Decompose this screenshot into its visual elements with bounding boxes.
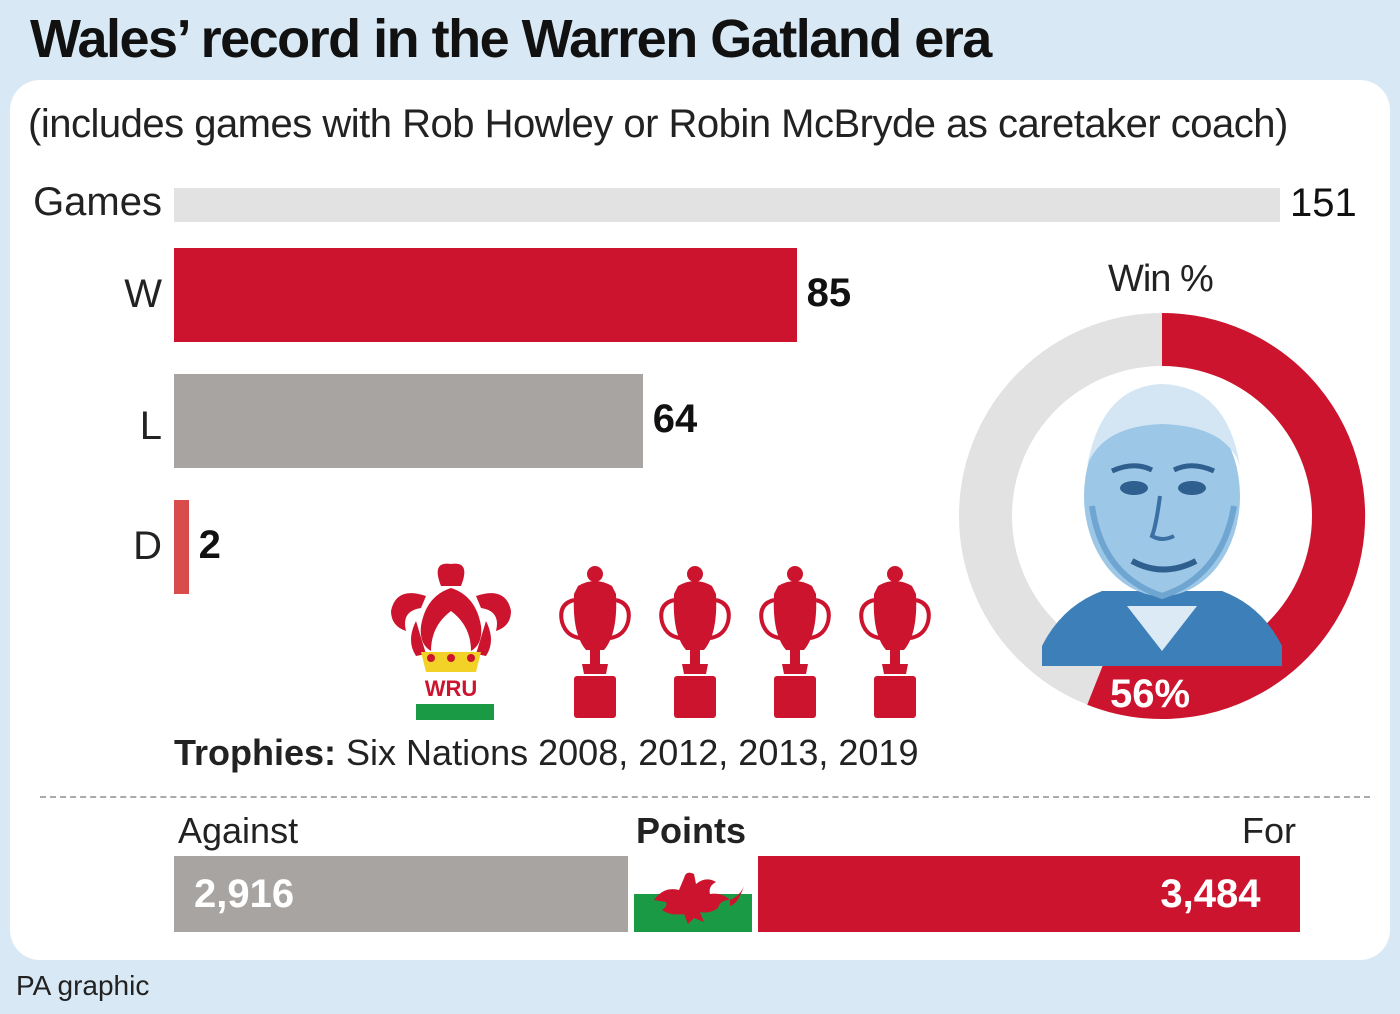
divider — [40, 796, 1370, 798]
points-for-bar — [758, 856, 1301, 932]
welsh-flag-icon — [634, 856, 752, 932]
donut-title: Win % — [1108, 258, 1214, 300]
points-for-value: 3,484 — [1160, 872, 1261, 916]
points-for-label: For — [1242, 810, 1296, 851]
source-credit: PA graphic — [16, 970, 150, 1001]
trophy-icon — [859, 566, 931, 718]
page-title: Wales’ record in the Warren Gatland era — [30, 9, 992, 69]
win-percentage-donut — [959, 313, 1366, 719]
win-percentage-label: 56% — [1110, 672, 1191, 716]
trophy-icon — [659, 566, 731, 718]
value-games: 151 — [1290, 181, 1357, 225]
donut-win-arc — [1087, 313, 1366, 719]
trophies-label: Trophies: — [174, 732, 337, 773]
row-label-losses: L — [139, 404, 162, 448]
trophies-list: Six Nations 2008, 2012, 2013, 2019 — [346, 732, 919, 773]
value-wins: 85 — [806, 271, 852, 315]
coach-portrait — [1012, 366, 1312, 666]
bar-losses — [174, 374, 643, 468]
value-losses: 64 — [652, 397, 698, 441]
trophies-text: Trophies: Six Nations 2008, 2012, 2013, … — [174, 732, 918, 774]
points-against-value: 2,916 — [194, 872, 295, 916]
chart-panel: (includes games with Rob Howley or Robin… — [10, 80, 1390, 960]
row-label-games: Games — [33, 180, 162, 224]
bar-games — [174, 188, 1280, 222]
subtitle: (includes games with Rob Howley or Robin… — [28, 102, 1288, 146]
value-draws: 2 — [198, 523, 221, 567]
bar-wins — [174, 248, 797, 342]
points-against-bar — [174, 856, 628, 932]
points-against-label: Against — [178, 810, 299, 851]
wru-logo-text: WRU — [425, 676, 478, 701]
row-label-draws: D — [133, 524, 162, 568]
points-title: Points — [636, 810, 747, 851]
trophy-icon — [759, 566, 831, 718]
trophy-icon — [559, 566, 631, 718]
bar-draws — [174, 500, 189, 594]
wru-logo: WRU — [391, 563, 511, 720]
row-label-wins: W — [124, 272, 162, 316]
